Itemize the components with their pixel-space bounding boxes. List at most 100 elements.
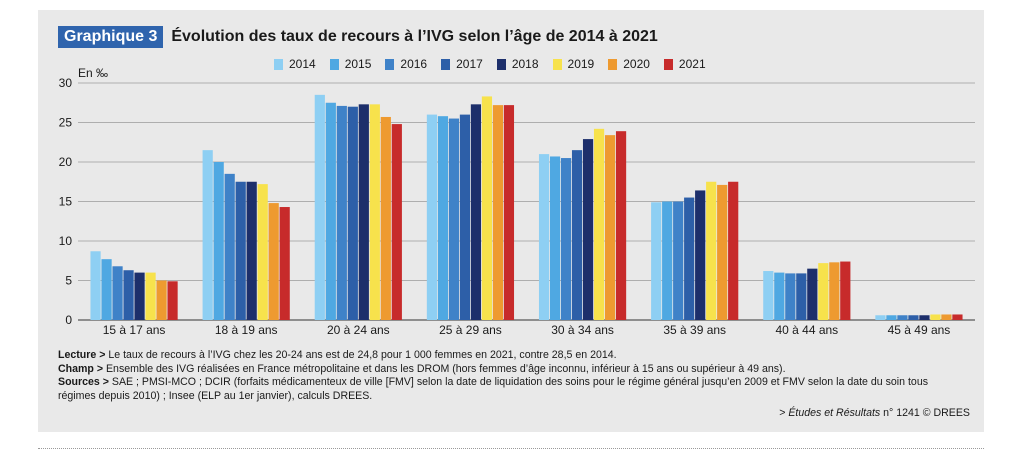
- bar: [481, 96, 493, 321]
- bar: [257, 184, 268, 320]
- legend-item: 2021: [663, 57, 706, 71]
- bar: [90, 251, 101, 320]
- y-tick-label: 5: [65, 274, 72, 288]
- bar: [930, 314, 941, 320]
- legend-swatch: [441, 58, 451, 70]
- bar: [391, 124, 402, 320]
- legend-item: 2014: [274, 57, 316, 71]
- bar: [875, 315, 886, 320]
- bar: [437, 116, 449, 321]
- bar: [134, 272, 145, 320]
- legend-label: 2019: [567, 57, 595, 71]
- y-tick-label: 15: [59, 195, 73, 209]
- note-sources-text: SAE ; PMSI-MCO ; DCIR (forfaits médicame…: [58, 376, 929, 402]
- note-lecture-text: Le taux de recours à l’IVG chez les 20-2…: [105, 349, 617, 361]
- legend-label: 2014: [289, 57, 316, 71]
- legend-item: 2020: [608, 57, 650, 71]
- legend-item: 2019: [552, 57, 595, 71]
- bar: [492, 105, 504, 321]
- bar-chart: 0 5 10 15 20 25 30 En ‰ 15 à 17 ans 18 à 19 ans 20…: [59, 66, 975, 337]
- bar: [325, 102, 336, 320]
- x-tick-label: 20 à 24 ans: [327, 323, 390, 337]
- bar: [615, 131, 627, 320]
- bar: [684, 197, 695, 320]
- y-tick-label: 25: [59, 116, 73, 130]
- bottom-divider: [38, 448, 984, 449]
- bar: [369, 104, 380, 320]
- bar: [235, 181, 246, 320]
- bar: [112, 266, 123, 320]
- bar: [886, 315, 897, 320]
- note-sources-label: Sources >: [58, 376, 109, 388]
- x-tick-label: 35 à 39 ans: [663, 323, 726, 337]
- figure-tag: Graphique 3: [58, 26, 164, 48]
- bar: [426, 114, 438, 320]
- bar: [279, 207, 290, 320]
- legend: 2014 2015 2016 2017 2018 2019 2020 2021: [274, 57, 720, 71]
- bar: [662, 201, 673, 320]
- y-tick-label: 20: [59, 155, 73, 169]
- bar: [673, 201, 684, 320]
- bar: [560, 158, 572, 320]
- bar: [336, 105, 347, 320]
- legend-label: 2018: [511, 57, 539, 71]
- bar: [651, 202, 662, 320]
- bar: [952, 314, 963, 320]
- legend-swatch: [608, 58, 618, 70]
- legend-label: 2020: [623, 57, 650, 71]
- bar: [695, 190, 706, 320]
- bar: [763, 271, 774, 320]
- legend-label: 2017: [456, 57, 483, 71]
- bar: [593, 128, 605, 320]
- bar: [224, 173, 235, 320]
- bar: [796, 273, 807, 320]
- bar: [268, 203, 279, 320]
- bar: [167, 281, 178, 320]
- bar: [785, 273, 796, 320]
- chart-title: Évolution des taux de recours à l’IVG se…: [171, 28, 658, 45]
- bar: [459, 114, 471, 320]
- bar: [202, 150, 213, 320]
- bar: [470, 104, 482, 320]
- bar: [123, 270, 134, 320]
- legend-swatch: [385, 58, 395, 70]
- bar: [717, 184, 728, 320]
- legend-label: 2015: [344, 57, 372, 71]
- legend-swatch: [663, 58, 673, 70]
- bar: [101, 259, 112, 320]
- bar: [448, 118, 460, 320]
- note-lecture: Lecture > Le taux de recours à l’IVG che…: [58, 349, 968, 363]
- legend-label: 2021: [678, 57, 706, 71]
- bar: [358, 104, 369, 320]
- note-champ: Champ > Ensemble des IVG réalisées en Fr…: [58, 363, 968, 377]
- bar: [908, 315, 919, 320]
- source-publication: Études et Résultats: [788, 407, 881, 419]
- x-tick-label: 25 à 29 ans: [439, 323, 502, 337]
- x-tick-label: 15 à 17 ans: [103, 323, 166, 337]
- bar: [380, 116, 391, 320]
- chart-notes: Lecture > Le taux de recours à l’IVG che…: [58, 349, 968, 403]
- source-credit: > Études et Résultats n° 1241 © DREES: [779, 407, 970, 419]
- x-tick-label: 30 à 34 ans: [551, 323, 614, 337]
- bar: [538, 154, 550, 320]
- legend-label: 2016: [400, 57, 428, 71]
- source-suffix: n° 1241 © DREES: [880, 407, 970, 419]
- bar: [706, 181, 717, 320]
- bar: [571, 150, 583, 320]
- note-sources: Sources > SAE ; PMSI-MCO ; DCIR (forfait…: [58, 376, 968, 403]
- bar: [314, 94, 325, 320]
- bar: [582, 139, 594, 320]
- x-tick-label: 18 à 19 ans: [215, 323, 278, 337]
- bar: [246, 181, 257, 320]
- bar: [897, 315, 908, 320]
- bar: [604, 135, 616, 320]
- bar: [145, 272, 156, 320]
- source-prefix: >: [779, 407, 789, 419]
- legend-swatch: [329, 58, 339, 70]
- figure-panel: Graphique 3 Évolution des taux de recour…: [38, 10, 984, 432]
- bar: [774, 272, 785, 320]
- legend-item: 2018: [496, 57, 539, 71]
- x-tick-label: 45 à 49 ans: [888, 323, 951, 337]
- bar: [829, 262, 840, 320]
- bar: [549, 156, 561, 320]
